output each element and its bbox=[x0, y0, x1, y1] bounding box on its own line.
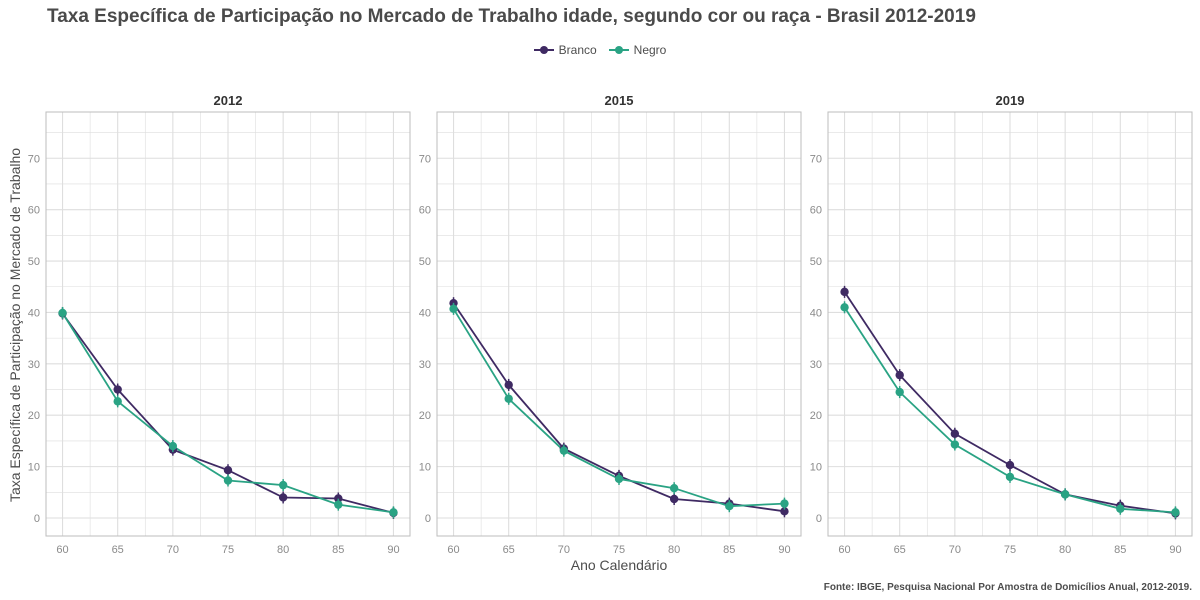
y-tick-label: 70 bbox=[28, 153, 40, 165]
y-tick-label: 20 bbox=[810, 410, 822, 422]
x-tick-label: 65 bbox=[894, 544, 906, 556]
data-point-negro bbox=[389, 508, 398, 517]
x-tick-label: 75 bbox=[222, 544, 234, 556]
y-tick-label: 10 bbox=[28, 462, 40, 474]
y-tick-label: 60 bbox=[810, 205, 822, 217]
data-point-branco bbox=[113, 385, 122, 394]
panel-border bbox=[436, 111, 802, 537]
source-note: Fonte: IBGE, Pesquisa Nacional Por Amost… bbox=[823, 582, 1192, 593]
y-tick-label: 30 bbox=[419, 359, 431, 371]
y-tick-label: 20 bbox=[28, 410, 40, 422]
data-point-negro bbox=[1060, 490, 1070, 499]
data-point-negro bbox=[1171, 508, 1180, 517]
data-point-branco bbox=[895, 370, 904, 380]
y-tick-label: 50 bbox=[419, 256, 431, 268]
data-point-negro bbox=[895, 387, 904, 397]
legend-item-branco: Branco bbox=[533, 43, 597, 57]
x-tick-label: 60 bbox=[56, 544, 68, 556]
data-point-branco bbox=[950, 429, 960, 438]
y-tick-label: 70 bbox=[419, 153, 431, 165]
data-point-negro bbox=[950, 440, 960, 449]
chart-title: Taxa Específica de Participação no Merca… bbox=[47, 6, 976, 27]
data-point-negro bbox=[113, 397, 122, 406]
y-tick-label: 30 bbox=[28, 359, 40, 371]
x-tick-label: 70 bbox=[558, 544, 570, 556]
x-tick-label: 75 bbox=[1004, 544, 1016, 556]
y-tick-label: 30 bbox=[810, 359, 822, 371]
y-tick-label: 70 bbox=[810, 153, 822, 165]
data-point-branco bbox=[669, 494, 679, 504]
y-tick-label: 20 bbox=[419, 410, 431, 422]
data-point-negro bbox=[614, 474, 624, 484]
y-tick-label: 40 bbox=[419, 307, 431, 319]
data-point-negro bbox=[449, 304, 458, 314]
data-point-negro bbox=[725, 501, 734, 511]
data-point-branco bbox=[278, 493, 288, 502]
x-tick-label: 65 bbox=[503, 544, 515, 556]
y-tick-label: 10 bbox=[810, 462, 822, 474]
data-point-branco bbox=[1005, 460, 1015, 470]
data-point-branco bbox=[780, 507, 789, 516]
x-tick-label: 85 bbox=[332, 544, 344, 556]
data-point-negro bbox=[780, 499, 789, 508]
data-point-negro bbox=[223, 476, 233, 485]
legend-label-branco: Branco bbox=[558, 43, 597, 57]
x-tick-label: 80 bbox=[277, 544, 289, 556]
y-tick-label: 10 bbox=[419, 462, 431, 474]
data-point-negro bbox=[278, 480, 288, 490]
y-tick-label: 60 bbox=[28, 205, 40, 217]
x-tick-label: 70 bbox=[949, 544, 961, 556]
panel-border bbox=[45, 111, 411, 537]
data-point-negro bbox=[1005, 472, 1015, 482]
data-point-branco bbox=[334, 494, 343, 503]
legend-label-negro: Negro bbox=[633, 43, 667, 57]
x-tick-label: 80 bbox=[668, 544, 680, 556]
x-tick-label: 80 bbox=[1059, 544, 1071, 556]
x-tick-label: 85 bbox=[1114, 544, 1126, 556]
data-point-negro bbox=[559, 446, 569, 455]
x-tick-label: 65 bbox=[112, 544, 124, 556]
panel-border bbox=[827, 111, 1193, 537]
x-tick-label: 60 bbox=[838, 544, 850, 556]
legend: Branco Negro bbox=[0, 43, 1200, 57]
legend-item-negro: Negro bbox=[608, 43, 667, 57]
data-point-negro bbox=[840, 303, 849, 312]
data-point-negro bbox=[1116, 504, 1125, 513]
y-tick-label: 0 bbox=[816, 513, 822, 525]
x-axis-title: Ano Calendário bbox=[570, 557, 668, 573]
panel-title-2012: 2012 bbox=[214, 93, 243, 108]
legend-key-negro bbox=[608, 46, 629, 54]
y-tick-label: 50 bbox=[28, 256, 40, 268]
data-point-negro bbox=[504, 394, 513, 403]
legend-key-branco bbox=[533, 46, 554, 54]
x-tick-label: 85 bbox=[723, 544, 735, 556]
data-point-negro bbox=[168, 441, 178, 451]
y-axis-title-wrap: Taxa Específica de Participação no Merca… bbox=[0, 110, 30, 540]
panel-title-2015: 2015 bbox=[605, 93, 634, 108]
data-point-negro bbox=[58, 308, 67, 318]
y-tick-label: 0 bbox=[425, 513, 431, 525]
y-tick-label: 60 bbox=[419, 205, 431, 217]
x-tick-label: 90 bbox=[778, 544, 790, 556]
data-point-branco bbox=[504, 380, 513, 390]
y-tick-label: 40 bbox=[28, 307, 40, 319]
x-tick-label: 90 bbox=[1169, 544, 1181, 556]
x-tick-label: 70 bbox=[167, 544, 179, 556]
y-tick-label: 0 bbox=[34, 513, 40, 525]
y-tick-label: 40 bbox=[810, 307, 822, 319]
data-point-branco bbox=[223, 466, 233, 475]
panel-title-2019: 2019 bbox=[996, 93, 1025, 108]
data-point-branco bbox=[840, 287, 849, 297]
y-axis-title: Taxa Específica de Participação no Merca… bbox=[7, 147, 23, 503]
data-point-negro bbox=[669, 484, 679, 493]
data-point-negro bbox=[334, 500, 343, 509]
y-tick-label: 50 bbox=[810, 256, 822, 268]
x-tick-label: 60 bbox=[447, 544, 459, 556]
x-tick-label: 90 bbox=[387, 544, 399, 556]
x-tick-label: 75 bbox=[613, 544, 625, 556]
